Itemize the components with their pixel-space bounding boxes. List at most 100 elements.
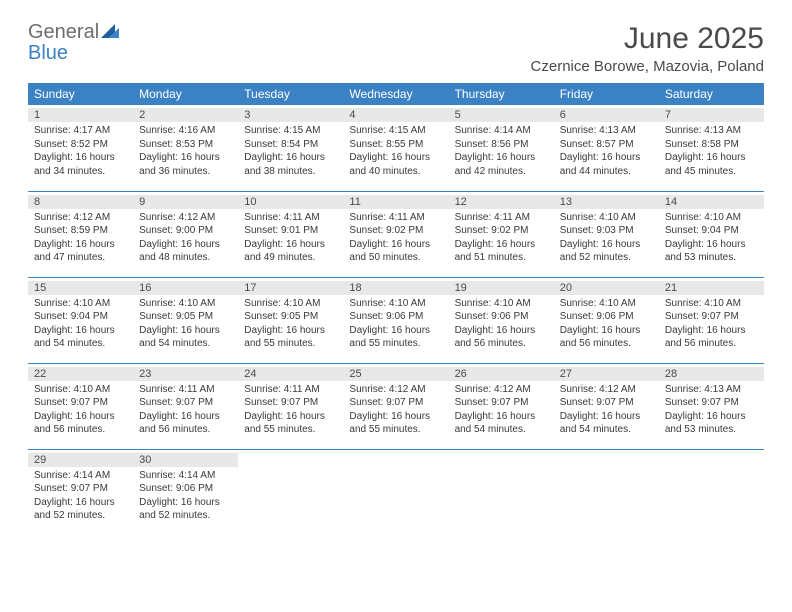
day-number: 29 xyxy=(30,454,46,466)
day-number-bar: 4 xyxy=(343,108,448,122)
sunrise: Sunrise: 4:10 AM xyxy=(455,297,548,311)
day-info: Sunrise: 4:10 AMSunset: 9:06 PMDaylight:… xyxy=(349,297,442,351)
header: General Blue June 2025 Czernice Borowe, … xyxy=(28,22,764,75)
daylight-line2: and 54 minutes. xyxy=(139,337,232,351)
sunset: Sunset: 8:56 PM xyxy=(455,138,548,152)
day-info: Sunrise: 4:13 AMSunset: 8:57 PMDaylight:… xyxy=(560,124,653,178)
sunrise: Sunrise: 4:10 AM xyxy=(34,383,127,397)
sunset: Sunset: 8:58 PM xyxy=(665,138,758,152)
daylight-line1: Daylight: 16 hours xyxy=(244,151,337,165)
day-cell: 20Sunrise: 4:10 AMSunset: 9:06 PMDayligh… xyxy=(554,277,659,363)
daylight-line2: and 50 minutes. xyxy=(349,251,442,265)
daylight-line1: Daylight: 16 hours xyxy=(244,238,337,252)
day-number-bar: 1 xyxy=(28,108,133,122)
day-number: 17 xyxy=(240,282,256,294)
day-cell: 30Sunrise: 4:14 AMSunset: 9:06 PMDayligh… xyxy=(133,449,238,535)
sunrise: Sunrise: 4:10 AM xyxy=(665,211,758,225)
day-number: 2 xyxy=(135,109,145,121)
sunrise: Sunrise: 4:16 AM xyxy=(139,124,232,138)
day-number-bar: 22 xyxy=(28,367,133,381)
sunrise: Sunrise: 4:11 AM xyxy=(349,211,442,225)
day-info: Sunrise: 4:11 AMSunset: 9:02 PMDaylight:… xyxy=(455,211,548,265)
day-number-bar: 25 xyxy=(343,367,448,381)
sunrise: Sunrise: 4:10 AM xyxy=(349,297,442,311)
title-block: June 2025 Czernice Borowe, Mazovia, Pola… xyxy=(531,22,764,75)
daylight-line2: and 51 minutes. xyxy=(455,251,548,265)
day-number: 26 xyxy=(451,368,467,380)
day-header: Thursday xyxy=(449,83,554,105)
daylight-line1: Daylight: 16 hours xyxy=(455,410,548,424)
sunrise: Sunrise: 4:10 AM xyxy=(560,211,653,225)
sunset: Sunset: 9:07 PM xyxy=(560,396,653,410)
day-number-bar: 20 xyxy=(554,281,659,295)
day-info: Sunrise: 4:11 AMSunset: 9:07 PMDaylight:… xyxy=(244,383,337,437)
day-info: Sunrise: 4:17 AMSunset: 8:52 PMDaylight:… xyxy=(34,124,127,178)
day-header: Friday xyxy=(554,83,659,105)
day-cell: 27Sunrise: 4:12 AMSunset: 9:07 PMDayligh… xyxy=(554,363,659,449)
sunrise: Sunrise: 4:13 AM xyxy=(665,124,758,138)
day-header: Saturday xyxy=(659,83,764,105)
sunset: Sunset: 8:57 PM xyxy=(560,138,653,152)
sunset: Sunset: 9:06 PM xyxy=(560,310,653,324)
sunset: Sunset: 9:04 PM xyxy=(34,310,127,324)
day-number-bar: 28 xyxy=(659,367,764,381)
daylight-line1: Daylight: 16 hours xyxy=(349,151,442,165)
sunset: Sunset: 9:07 PM xyxy=(34,396,127,410)
daylight-line2: and 55 minutes. xyxy=(244,337,337,351)
sunset: Sunset: 9:04 PM xyxy=(665,224,758,238)
daylight-line2: and 34 minutes. xyxy=(34,165,127,179)
daylight-line1: Daylight: 16 hours xyxy=(665,410,758,424)
day-number: 5 xyxy=(451,109,461,121)
day-number: 3 xyxy=(240,109,250,121)
sunrise: Sunrise: 4:10 AM xyxy=(560,297,653,311)
daylight-line2: and 55 minutes. xyxy=(244,423,337,437)
day-number-bar: 29 xyxy=(28,453,133,467)
day-info: Sunrise: 4:15 AMSunset: 8:54 PMDaylight:… xyxy=(244,124,337,178)
daylight-line1: Daylight: 16 hours xyxy=(244,324,337,338)
day-number-bar: 8 xyxy=(28,195,133,209)
day-header: Tuesday xyxy=(238,83,343,105)
daylight-line1: Daylight: 16 hours xyxy=(34,151,127,165)
sunrise: Sunrise: 4:11 AM xyxy=(244,211,337,225)
day-info: Sunrise: 4:10 AMSunset: 9:04 PMDaylight:… xyxy=(34,297,127,351)
day-info: Sunrise: 4:10 AMSunset: 9:07 PMDaylight:… xyxy=(665,297,758,351)
logo-sail-icon xyxy=(101,25,121,42)
day-info: Sunrise: 4:11 AMSunset: 9:02 PMDaylight:… xyxy=(349,211,442,265)
day-cell: 28Sunrise: 4:13 AMSunset: 9:07 PMDayligh… xyxy=(659,363,764,449)
empty-cell xyxy=(238,449,343,535)
sunrise: Sunrise: 4:17 AM xyxy=(34,124,127,138)
calendar-table: SundayMondayTuesdayWednesdayThursdayFrid… xyxy=(28,83,764,535)
daylight-line2: and 48 minutes. xyxy=(139,251,232,265)
week-row: 1 Sunrise: 4:17 AMSunset: 8:52 PMDaylight… xyxy=(28,105,764,191)
sunrise: Sunrise: 4:14 AM xyxy=(455,124,548,138)
sunrise: Sunrise: 4:11 AM xyxy=(455,211,548,225)
day-cell: 22Sunrise: 4:10 AMSunset: 9:07 PMDayligh… xyxy=(28,363,133,449)
sunset: Sunset: 9:07 PM xyxy=(139,396,232,410)
sunset: Sunset: 9:05 PM xyxy=(244,310,337,324)
daylight-line1: Daylight: 16 hours xyxy=(139,324,232,338)
week-row: 29Sunrise: 4:14 AMSunset: 9:07 PMDayligh… xyxy=(28,449,764,535)
daylight-line1: Daylight: 16 hours xyxy=(139,496,232,510)
daylight-line1: Daylight: 16 hours xyxy=(349,410,442,424)
sunset: Sunset: 8:53 PM xyxy=(139,138,232,152)
sunrise: Sunrise: 4:10 AM xyxy=(244,297,337,311)
daylight-line1: Daylight: 16 hours xyxy=(244,410,337,424)
day-number: 30 xyxy=(135,454,151,466)
day-cell: 11Sunrise: 4:11 AMSunset: 9:02 PMDayligh… xyxy=(343,191,448,277)
day-cell: 15 Sunrise: 4:10 AMSunset: 9:04 PMDayligh… xyxy=(28,277,133,363)
day-cell: 29Sunrise: 4:14 AMSunset: 9:07 PMDayligh… xyxy=(28,449,133,535)
day-info: Sunrise: 4:16 AMSunset: 8:53 PMDaylight:… xyxy=(139,124,232,178)
sunset: Sunset: 9:02 PM xyxy=(455,224,548,238)
daylight-line2: and 56 minutes. xyxy=(455,337,548,351)
daylight-line1: Daylight: 16 hours xyxy=(349,238,442,252)
daylight-line2: and 54 minutes. xyxy=(34,337,127,351)
day-number-bar: 10 xyxy=(238,195,343,209)
day-number-bar: 19 xyxy=(449,281,554,295)
daylight-line2: and 55 minutes. xyxy=(349,423,442,437)
sunset: Sunset: 9:07 PM xyxy=(665,310,758,324)
day-number: 15 xyxy=(30,282,46,294)
day-number-bar: 30 xyxy=(133,453,238,467)
day-number-bar: 17 xyxy=(238,281,343,295)
day-number: 14 xyxy=(661,196,677,208)
sunrise: Sunrise: 4:12 AM xyxy=(139,211,232,225)
